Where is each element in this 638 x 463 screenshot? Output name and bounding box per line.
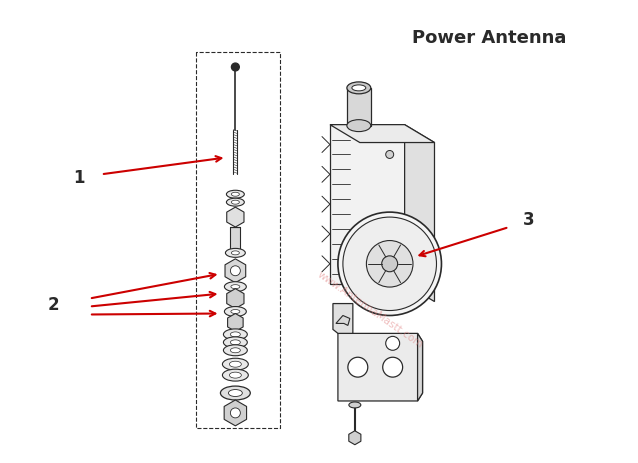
Text: 2: 2 [47,295,59,313]
Text: Power Antenna: Power Antenna [412,29,567,47]
Ellipse shape [386,151,394,159]
Ellipse shape [386,337,399,350]
Ellipse shape [343,218,436,311]
Ellipse shape [223,358,248,370]
Polygon shape [330,125,404,284]
Polygon shape [333,304,353,334]
Ellipse shape [230,348,241,353]
Polygon shape [338,334,422,401]
Text: 3: 3 [523,211,535,229]
Polygon shape [228,314,243,332]
Polygon shape [330,125,434,143]
Polygon shape [226,289,244,309]
Ellipse shape [382,257,397,272]
Ellipse shape [349,402,361,408]
Ellipse shape [338,213,441,316]
Ellipse shape [225,282,246,292]
Ellipse shape [347,120,371,132]
Text: www.AntennaMastt.com: www.AntennaMastt.com [315,269,424,349]
Polygon shape [225,259,246,283]
Ellipse shape [232,201,239,205]
Ellipse shape [221,386,250,400]
Bar [230,227,241,250]
Text: 1: 1 [73,169,85,187]
Ellipse shape [226,199,244,206]
Ellipse shape [230,266,241,276]
Ellipse shape [223,337,248,348]
Ellipse shape [223,345,248,356]
Ellipse shape [226,191,244,199]
Ellipse shape [383,357,403,377]
Ellipse shape [231,310,240,314]
Ellipse shape [230,372,241,378]
Ellipse shape [230,362,241,367]
Ellipse shape [230,408,241,418]
Polygon shape [349,431,361,445]
Polygon shape [417,334,422,401]
Bar [347,89,371,126]
Ellipse shape [225,249,246,258]
Ellipse shape [347,83,371,94]
Ellipse shape [348,357,367,377]
Polygon shape [226,208,244,227]
Ellipse shape [230,332,241,337]
Ellipse shape [352,86,366,92]
Ellipse shape [231,285,240,289]
Ellipse shape [366,241,413,288]
Ellipse shape [225,307,246,317]
Ellipse shape [232,64,239,72]
Polygon shape [404,125,434,302]
Polygon shape [336,316,350,326]
Ellipse shape [232,251,239,255]
Polygon shape [224,400,246,426]
Ellipse shape [232,193,239,197]
Ellipse shape [228,390,242,397]
Ellipse shape [223,329,248,340]
Ellipse shape [230,340,241,345]
Ellipse shape [223,369,248,381]
